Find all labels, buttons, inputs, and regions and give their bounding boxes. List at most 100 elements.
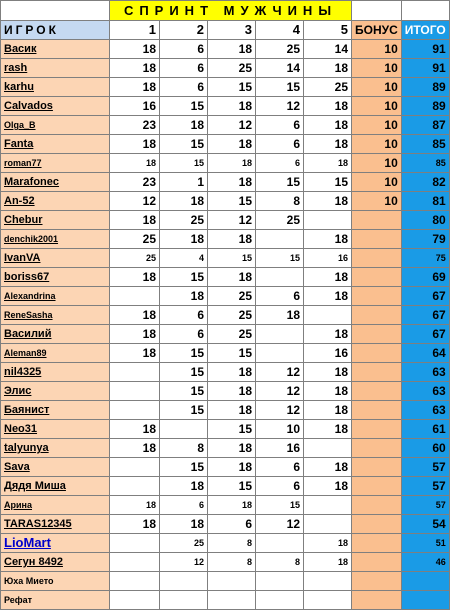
player-name-cell[interactable]: LioMart xyxy=(0,533,110,553)
stage-1-points-cell[interactable]: 18 xyxy=(109,77,160,97)
stage-2-points-cell[interactable]: 6 xyxy=(159,39,208,59)
total-cell[interactable]: 63 xyxy=(400,381,450,401)
stage-1-points-cell[interactable]: 18 xyxy=(109,343,160,363)
total-cell[interactable]: 51 xyxy=(400,533,450,553)
stage-5-points-cell[interactable]: 25 xyxy=(303,77,352,97)
total-cell[interactable]: 61 xyxy=(400,419,450,439)
title-blank-cell[interactable] xyxy=(351,0,402,21)
total-cell[interactable]: 57 xyxy=(400,495,450,515)
stage-3-points-cell[interactable]: 18 xyxy=(207,381,256,401)
stage-2-points-cell[interactable]: 15 xyxy=(159,153,208,173)
stage-5-points-cell[interactable] xyxy=(303,495,352,515)
sheet-title[interactable]: СПРИНТ МУЖЧИНЫ xyxy=(109,0,352,21)
stage-1-points-cell[interactable] xyxy=(109,400,160,420)
stage-5-points-cell[interactable]: 18 xyxy=(303,286,352,306)
stage-4-points-cell[interactable]: 12 xyxy=(255,400,304,420)
player-name-cell[interactable]: nil4325 xyxy=(0,362,110,382)
stage-4-points-cell[interactable]: 25 xyxy=(255,210,304,230)
stage-3-points-cell[interactable]: 6 xyxy=(207,514,256,534)
stage-2-points-cell[interactable]: 18 xyxy=(159,476,208,496)
stage-3-points-cell[interactable]: 12 xyxy=(207,115,256,135)
bonus-cell[interactable] xyxy=(351,495,402,515)
player-name-cell[interactable]: Васик xyxy=(0,39,110,59)
bonus-cell[interactable] xyxy=(351,248,402,268)
header-bonus[interactable]: БОНУС xyxy=(351,20,402,40)
title-blank-cell[interactable] xyxy=(0,0,110,21)
stage-3-points-cell[interactable]: 18 xyxy=(207,134,256,154)
stage-3-points-cell[interactable]: 15 xyxy=(207,248,256,268)
player-name-cell[interactable]: karhu xyxy=(0,77,110,97)
stage-4-points-cell[interactable]: 25 xyxy=(255,39,304,59)
total-cell[interactable]: 54 xyxy=(400,514,450,534)
stage-3-points-cell[interactable]: 12 xyxy=(207,210,256,230)
bonus-cell[interactable] xyxy=(351,305,402,325)
player-name-cell[interactable]: Баянист xyxy=(0,400,110,420)
stage-1-points-cell[interactable]: 23 xyxy=(109,172,160,192)
player-name-cell[interactable]: ReneSasha xyxy=(0,305,110,325)
player-name-cell[interactable]: roman77 xyxy=(0,153,110,173)
total-cell[interactable]: 69 xyxy=(400,267,450,287)
player-name-cell[interactable]: Сегун 8492 xyxy=(0,552,110,572)
bonus-cell[interactable]: 10 xyxy=(351,96,402,116)
total-cell[interactable]: 75 xyxy=(400,248,450,268)
player-name-cell[interactable]: Дядя Миша xyxy=(0,476,110,496)
stage-4-points-cell[interactable] xyxy=(255,229,304,249)
stage-1-points-cell[interactable]: 18 xyxy=(109,58,160,78)
stage-3-points-cell[interactable]: 15 xyxy=(207,191,256,211)
bonus-cell[interactable] xyxy=(351,438,402,458)
stage-2-points-cell[interactable]: 18 xyxy=(159,115,208,135)
player-name-cell[interactable]: talyunya xyxy=(0,438,110,458)
stage-2-points-cell[interactable]: 15 xyxy=(159,362,208,382)
stage-5-points-cell[interactable]: 18 xyxy=(303,381,352,401)
bonus-cell[interactable] xyxy=(351,476,402,496)
total-cell[interactable]: 89 xyxy=(400,77,450,97)
stage-1-points-cell[interactable] xyxy=(109,362,160,382)
player-name-cell[interactable]: Marafonec xyxy=(0,172,110,192)
stage-2-points-cell[interactable]: 18 xyxy=(159,286,208,306)
bonus-cell[interactable] xyxy=(351,457,402,477)
stage-2-points-cell[interactable]: 6 xyxy=(159,77,208,97)
stage-4-points-cell[interactable]: 15 xyxy=(255,77,304,97)
total-cell[interactable]: 87 xyxy=(400,115,450,135)
stage-1-points-cell[interactable]: 12 xyxy=(109,191,160,211)
stage-1-points-cell[interactable] xyxy=(109,457,160,477)
bonus-cell[interactable] xyxy=(351,210,402,230)
stage-3-points-cell[interactable]: 18 xyxy=(207,267,256,287)
bonus-cell[interactable] xyxy=(351,362,402,382)
stage-1-points-cell[interactable] xyxy=(109,476,160,496)
stage-5-points-cell[interactable] xyxy=(303,571,352,591)
stage-2-points-cell[interactable]: 25 xyxy=(159,533,208,553)
bonus-cell[interactable]: 10 xyxy=(351,153,402,173)
total-cell[interactable]: 67 xyxy=(400,305,450,325)
bonus-cell[interactable]: 10 xyxy=(351,58,402,78)
stage-1-points-cell[interactable] xyxy=(109,533,160,553)
header-stage-1[interactable]: 1 xyxy=(109,20,160,40)
total-cell[interactable]: 57 xyxy=(400,476,450,496)
stage-4-points-cell[interactable]: 6 xyxy=(255,153,304,173)
bonus-cell[interactable]: 10 xyxy=(351,39,402,59)
stage-2-points-cell[interactable]: 12 xyxy=(159,552,208,572)
total-cell[interactable]: 91 xyxy=(400,39,450,59)
header-stage-2[interactable]: 2 xyxy=(159,20,208,40)
stage-4-points-cell[interactable]: 12 xyxy=(255,362,304,382)
bonus-cell[interactable] xyxy=(351,343,402,363)
stage-5-points-cell[interactable]: 18 xyxy=(303,58,352,78)
stage-3-points-cell[interactable]: 18 xyxy=(207,229,256,249)
stage-5-points-cell[interactable]: 18 xyxy=(303,419,352,439)
total-cell[interactable]: 63 xyxy=(400,362,450,382)
stage-1-points-cell[interactable]: 18 xyxy=(109,153,160,173)
stage-5-points-cell[interactable]: 18 xyxy=(303,153,352,173)
stage-5-points-cell[interactable]: 18 xyxy=(303,362,352,382)
stage-3-points-cell[interactable] xyxy=(207,590,256,610)
stage-3-points-cell[interactable]: 18 xyxy=(207,495,256,515)
bonus-cell[interactable]: 10 xyxy=(351,134,402,154)
header-total[interactable]: ИТОГО xyxy=(400,20,450,40)
stage-4-points-cell[interactable]: 15 xyxy=(255,248,304,268)
stage-2-points-cell[interactable]: 15 xyxy=(159,457,208,477)
stage-2-points-cell[interactable]: 6 xyxy=(159,58,208,78)
stage-2-points-cell[interactable]: 15 xyxy=(159,134,208,154)
stage-5-points-cell[interactable]: 18 xyxy=(303,115,352,135)
player-name-cell[interactable]: Юха Мието xyxy=(0,571,110,591)
bonus-cell[interactable]: 10 xyxy=(351,115,402,135)
total-cell[interactable]: 67 xyxy=(400,286,450,306)
